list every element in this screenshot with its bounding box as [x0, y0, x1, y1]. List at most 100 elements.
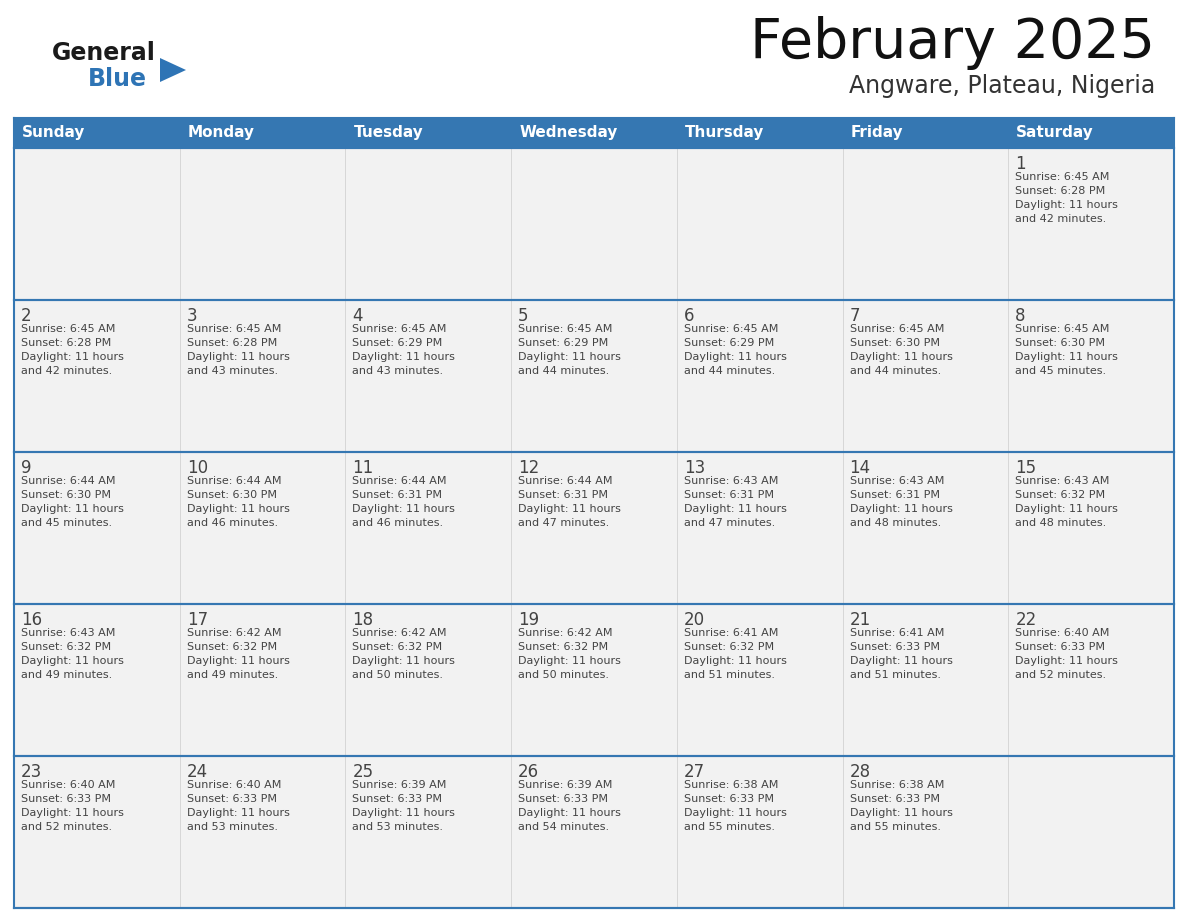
Text: Sunset: 6:29 PM: Sunset: 6:29 PM	[353, 338, 443, 348]
Bar	[179, 452, 346, 604]
Bar	[346, 604, 511, 756]
Bar	[511, 148, 677, 300]
Text: and 43 minutes.: and 43 minutes.	[353, 366, 443, 376]
Text: 27: 27	[684, 763, 704, 781]
Text: Sunrise: 6:44 AM: Sunrise: 6:44 AM	[518, 476, 613, 486]
Text: and 55 minutes.: and 55 minutes.	[684, 822, 775, 832]
Text: Daylight: 11 hours: Daylight: 11 hours	[1016, 200, 1118, 210]
Text: and 50 minutes.: and 50 minutes.	[518, 670, 609, 680]
Text: and 51 minutes.: and 51 minutes.	[849, 670, 941, 680]
Text: Sunset: 6:32 PM: Sunset: 6:32 PM	[518, 642, 608, 652]
Text: Sunrise: 6:39 AM: Sunrise: 6:39 AM	[353, 780, 447, 790]
Polygon shape	[160, 58, 187, 82]
Text: Daylight: 11 hours: Daylight: 11 hours	[684, 656, 786, 666]
Text: Daylight: 11 hours: Daylight: 11 hours	[684, 352, 786, 362]
Text: Sunrise: 6:42 AM: Sunrise: 6:42 AM	[353, 628, 447, 638]
Bar	[677, 300, 842, 452]
Bar	[179, 604, 346, 756]
Text: Thursday: Thursday	[684, 126, 764, 140]
Text: and 55 minutes.: and 55 minutes.	[849, 822, 941, 832]
Bar	[14, 118, 1174, 148]
Text: and 46 minutes.: and 46 minutes.	[353, 518, 443, 528]
Text: Daylight: 11 hours: Daylight: 11 hours	[21, 352, 124, 362]
Text: 28: 28	[849, 763, 871, 781]
Text: Sunset: 6:32 PM: Sunset: 6:32 PM	[21, 642, 112, 652]
Text: and 53 minutes.: and 53 minutes.	[187, 822, 278, 832]
Text: Sunrise: 6:38 AM: Sunrise: 6:38 AM	[849, 780, 944, 790]
Text: Sunrise: 6:43 AM: Sunrise: 6:43 AM	[21, 628, 115, 638]
Text: Daylight: 11 hours: Daylight: 11 hours	[353, 808, 455, 818]
Text: Daylight: 11 hours: Daylight: 11 hours	[684, 504, 786, 514]
Text: Daylight: 11 hours: Daylight: 11 hours	[518, 808, 621, 818]
Text: Sunrise: 6:41 AM: Sunrise: 6:41 AM	[849, 628, 944, 638]
Text: Sunset: 6:31 PM: Sunset: 6:31 PM	[684, 490, 773, 500]
Text: Sunset: 6:33 PM: Sunset: 6:33 PM	[21, 794, 110, 804]
Text: and 50 minutes.: and 50 minutes.	[353, 670, 443, 680]
Text: and 42 minutes.: and 42 minutes.	[1016, 214, 1106, 224]
Text: 9: 9	[21, 459, 32, 477]
Bar	[511, 300, 677, 452]
Text: Daylight: 11 hours: Daylight: 11 hours	[849, 504, 953, 514]
Text: Daylight: 11 hours: Daylight: 11 hours	[21, 808, 124, 818]
Text: Sunset: 6:32 PM: Sunset: 6:32 PM	[353, 642, 443, 652]
Bar	[842, 756, 1009, 908]
Text: Sunset: 6:33 PM: Sunset: 6:33 PM	[187, 794, 277, 804]
Bar	[346, 300, 511, 452]
Text: and 42 minutes.: and 42 minutes.	[21, 366, 112, 376]
Text: and 43 minutes.: and 43 minutes.	[187, 366, 278, 376]
Text: 23: 23	[21, 763, 43, 781]
Text: Sunset: 6:31 PM: Sunset: 6:31 PM	[518, 490, 608, 500]
Bar	[511, 604, 677, 756]
Text: Daylight: 11 hours: Daylight: 11 hours	[353, 656, 455, 666]
Text: Angware, Plateau, Nigeria: Angware, Plateau, Nigeria	[848, 74, 1155, 98]
Text: Sunset: 6:28 PM: Sunset: 6:28 PM	[187, 338, 277, 348]
Text: Sunrise: 6:43 AM: Sunrise: 6:43 AM	[1016, 476, 1110, 486]
Text: 22: 22	[1016, 611, 1037, 629]
Bar	[346, 148, 511, 300]
Text: Daylight: 11 hours: Daylight: 11 hours	[21, 656, 124, 666]
Text: 21: 21	[849, 611, 871, 629]
Bar	[511, 756, 677, 908]
Text: 10: 10	[187, 459, 208, 477]
Text: and 47 minutes.: and 47 minutes.	[518, 518, 609, 528]
Bar	[1009, 300, 1174, 452]
Text: 4: 4	[353, 307, 362, 325]
Text: 14: 14	[849, 459, 871, 477]
Text: 5: 5	[518, 307, 529, 325]
Text: Daylight: 11 hours: Daylight: 11 hours	[187, 352, 290, 362]
Text: Sunrise: 6:45 AM: Sunrise: 6:45 AM	[353, 324, 447, 334]
Text: and 45 minutes.: and 45 minutes.	[1016, 366, 1106, 376]
Bar	[511, 452, 677, 604]
Text: Sunset: 6:32 PM: Sunset: 6:32 PM	[187, 642, 277, 652]
Text: 18: 18	[353, 611, 373, 629]
Bar	[179, 756, 346, 908]
Text: Sunset: 6:33 PM: Sunset: 6:33 PM	[849, 642, 940, 652]
Text: Sunrise: 6:45 AM: Sunrise: 6:45 AM	[187, 324, 282, 334]
Text: 1: 1	[1016, 155, 1026, 173]
Text: and 51 minutes.: and 51 minutes.	[684, 670, 775, 680]
Text: Saturday: Saturday	[1016, 126, 1094, 140]
Text: and 52 minutes.: and 52 minutes.	[21, 822, 112, 832]
Text: 12: 12	[518, 459, 539, 477]
Text: Sunset: 6:32 PM: Sunset: 6:32 PM	[684, 642, 775, 652]
Text: and 49 minutes.: and 49 minutes.	[187, 670, 278, 680]
Text: and 54 minutes.: and 54 minutes.	[518, 822, 609, 832]
Text: Daylight: 11 hours: Daylight: 11 hours	[353, 504, 455, 514]
Text: General: General	[52, 41, 156, 65]
Text: Daylight: 11 hours: Daylight: 11 hours	[518, 504, 621, 514]
Text: 25: 25	[353, 763, 373, 781]
Text: Daylight: 11 hours: Daylight: 11 hours	[518, 656, 621, 666]
Bar	[842, 452, 1009, 604]
Bar	[346, 452, 511, 604]
Text: Sunrise: 6:42 AM: Sunrise: 6:42 AM	[187, 628, 282, 638]
Text: 16: 16	[21, 611, 42, 629]
Text: and 44 minutes.: and 44 minutes.	[849, 366, 941, 376]
Text: Daylight: 11 hours: Daylight: 11 hours	[1016, 656, 1118, 666]
Text: Daylight: 11 hours: Daylight: 11 hours	[187, 504, 290, 514]
Text: Daylight: 11 hours: Daylight: 11 hours	[1016, 504, 1118, 514]
Text: Sunrise: 6:42 AM: Sunrise: 6:42 AM	[518, 628, 613, 638]
Bar	[1009, 604, 1174, 756]
Text: 3: 3	[187, 307, 197, 325]
Text: Sunrise: 6:45 AM: Sunrise: 6:45 AM	[849, 324, 944, 334]
Text: 19: 19	[518, 611, 539, 629]
